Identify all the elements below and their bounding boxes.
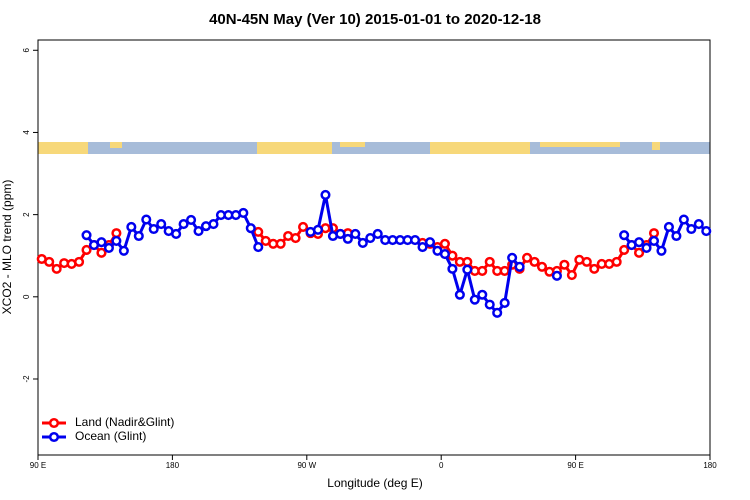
data-point <box>74 256 85 267</box>
data-point <box>51 263 62 274</box>
data-point <box>96 247 107 258</box>
data-point <box>350 228 361 239</box>
land-mask-strip <box>38 142 710 154</box>
series-line <box>85 194 708 316</box>
data-point <box>320 189 331 200</box>
data-point <box>193 226 204 237</box>
legend-label: Ocean (Glint) <box>75 429 146 443</box>
legend-label: Land (Nadir&Glint) <box>75 415 174 429</box>
data-point <box>619 230 630 241</box>
data-point <box>581 256 592 267</box>
data-point <box>126 221 137 233</box>
legend-marker <box>48 417 60 429</box>
data-point <box>656 245 667 256</box>
data-point <box>484 256 495 267</box>
data-point <box>103 242 114 253</box>
data-point <box>671 230 682 242</box>
data-point <box>462 264 473 275</box>
y-tick-label: 4 <box>22 130 31 135</box>
y-tick-label: 2 <box>22 212 31 217</box>
chart-title: 40N-45N May (Ver 10) 2015-01-01 to 2020-… <box>209 11 541 28</box>
data-point <box>44 256 55 267</box>
data-point <box>634 237 645 248</box>
data-point <box>536 261 548 272</box>
data-point <box>492 307 503 318</box>
x-tick-label: 180 <box>703 461 717 470</box>
data-point <box>484 299 495 310</box>
data-point <box>589 263 600 274</box>
data-point <box>559 259 570 270</box>
y-tick-label: 0 <box>22 294 31 299</box>
x-tick-label: 0 <box>439 461 444 470</box>
data-point <box>96 237 107 248</box>
data-point <box>275 238 286 249</box>
x-axis-label: Longitude (deg E) <box>327 476 422 490</box>
data-point <box>245 223 256 234</box>
data-point <box>634 247 645 258</box>
x-tick-label: 90 W <box>297 461 316 470</box>
data-point <box>529 256 540 267</box>
data-point <box>133 230 144 242</box>
data-point <box>499 265 510 276</box>
y-tick-label: 6 <box>22 47 31 52</box>
data-point <box>514 261 525 272</box>
data-point <box>619 244 630 256</box>
data-point <box>551 270 562 281</box>
data-point <box>81 230 92 241</box>
data-point <box>312 224 324 235</box>
data-point <box>365 232 376 244</box>
data-point <box>477 289 488 300</box>
data-point <box>663 221 674 233</box>
data-point <box>701 226 712 237</box>
data-point <box>507 252 518 263</box>
data-point <box>111 235 122 246</box>
y-tick-label: -2 <box>22 375 31 383</box>
data-point <box>641 242 652 253</box>
data-point <box>566 269 577 281</box>
data-point <box>447 263 458 274</box>
data-point <box>253 226 264 237</box>
data-point <box>693 219 704 230</box>
data-point <box>439 238 450 249</box>
plot-frame <box>37 39 711 456</box>
data-point <box>171 228 182 239</box>
data-point <box>522 252 533 263</box>
data-point <box>477 265 488 276</box>
data-point <box>372 228 383 239</box>
data-point <box>111 228 122 239</box>
data-point <box>156 219 167 230</box>
data-point <box>469 294 480 305</box>
data-point <box>424 237 436 248</box>
data-point <box>208 219 219 230</box>
data-point <box>81 244 92 256</box>
data-point <box>141 214 152 225</box>
data-point <box>148 223 159 235</box>
data-point <box>648 228 660 239</box>
data-point <box>253 242 264 253</box>
data-point <box>678 214 689 225</box>
data-point <box>238 207 249 219</box>
x-tick-label: 180 <box>166 461 180 470</box>
data-point <box>439 249 450 260</box>
data-point <box>410 235 421 246</box>
y-axis-label: XCO2 - MLO trend (ppm) <box>0 180 14 315</box>
data-point <box>342 233 353 244</box>
data-point <box>648 235 660 246</box>
data-point <box>417 242 428 253</box>
data-point <box>499 297 510 309</box>
x-tick-label: 90 E <box>30 461 46 470</box>
data-point <box>298 221 309 233</box>
data-point <box>290 232 301 244</box>
data-point <box>611 256 622 267</box>
legend-marker <box>48 431 60 443</box>
data-point <box>686 223 697 235</box>
data-point <box>178 219 189 230</box>
data-point <box>186 214 197 226</box>
x-tick-label: 90 E <box>567 461 583 470</box>
data-point <box>357 237 368 249</box>
data-point <box>118 245 129 256</box>
data-point <box>335 228 346 239</box>
data-point <box>454 289 465 300</box>
